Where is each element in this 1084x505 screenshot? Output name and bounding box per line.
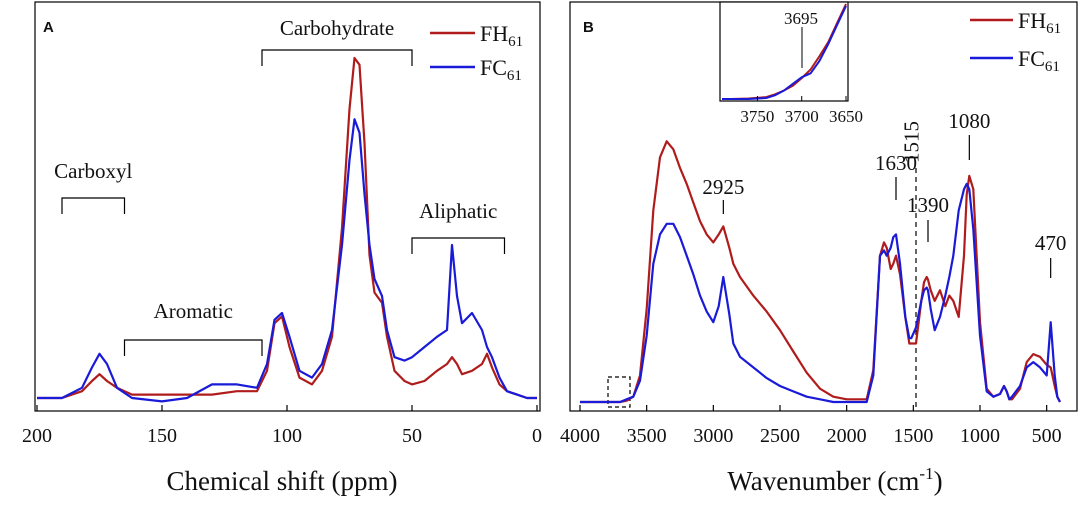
x-tick-label: 3500 xyxy=(627,425,667,447)
x-tick-label: 0 xyxy=(532,425,542,447)
x-tick-label: 200 xyxy=(22,425,52,447)
bracket-aliphatic xyxy=(411,237,506,254)
peak-label-1390: 1390 xyxy=(907,193,949,217)
legend-label-fh61: FH61 xyxy=(480,21,523,50)
peak-label-470: 470 xyxy=(1035,231,1067,255)
inset-x-tick-label: 3650 xyxy=(829,107,863,126)
x-tick-label: 2500 xyxy=(760,425,800,447)
panel-a: A 200 150 100 50 0 Carboxyl Aromatic Carbohydr… xyxy=(22,1,542,496)
series-line-fc61 xyxy=(37,118,537,403)
panel-b-x-ticks: 4000 3500 3000 2500 2000 1500 1000 500 xyxy=(560,405,1062,447)
bracket-aromatic xyxy=(123,339,263,356)
peak-label-1630: 1630 xyxy=(875,151,917,175)
inset-annotation-3695: 3695 xyxy=(784,9,818,28)
panel-a-x-ticks: 200 150 100 50 0 xyxy=(22,405,542,447)
inset-region-dashed-box xyxy=(607,376,631,408)
x-tick-label: 1500 xyxy=(893,425,933,447)
x-tick-label: 500 xyxy=(1032,425,1062,447)
panel-b: B 4000 3500 3000 2500 2000 1500 1000 500 2925 16… xyxy=(560,1,1078,496)
annotation-aliphatic: Aliphatic xyxy=(419,199,497,223)
legend-label-fh61: FH61 xyxy=(1018,8,1061,37)
panel-a-region-annotations: Carboxyl Aromatic Carbohydrate Aliphatic xyxy=(54,16,506,356)
inset-chart: 3750 3700 3650 3695 xyxy=(719,1,863,126)
peak-label-2925: 2925 xyxy=(702,175,744,199)
inset-series-line-fc xyxy=(722,5,847,100)
panel-a-x-axis-title: Chemical shift (ppm) xyxy=(167,466,398,496)
inset-x-tick-label: 3750 xyxy=(740,107,774,126)
panel-b-x-axis-title: Wavenumber (cm-1) xyxy=(727,464,942,496)
inset-x-tick-label: 3700 xyxy=(785,107,819,126)
inset-x-ticks: 3750 3700 3650 xyxy=(740,96,863,126)
x-tick-label: 1000 xyxy=(960,425,1000,447)
panel-a-legend: FH61 FC61 xyxy=(430,21,523,84)
bracket-carbohydrate xyxy=(261,49,413,66)
legend-label-fc61: FC61 xyxy=(1018,46,1060,75)
inset-frame xyxy=(719,1,849,102)
peak-label-1515: 1515 xyxy=(899,121,923,163)
bracket-carboxyl xyxy=(61,197,126,214)
annotation-carboxyl: Carboxyl xyxy=(54,159,132,183)
series-line-fh61 xyxy=(37,56,537,400)
series-line-fc61 xyxy=(580,182,1061,404)
panel-b-series-lines xyxy=(580,140,1061,404)
legend-label-fc61: FC61 xyxy=(480,55,522,84)
annotation-aromatic: Aromatic xyxy=(154,299,233,323)
x-tick-label: 150 xyxy=(147,425,177,447)
x-tick-label: 50 xyxy=(402,425,422,447)
panel-a-letter: A xyxy=(43,19,54,36)
x-tick-label: 2000 xyxy=(827,425,867,447)
panel-a-series-lines xyxy=(37,56,537,403)
x-tick-label: 4000 xyxy=(560,425,600,447)
panel-b-letter: B xyxy=(583,19,594,36)
inset-series-lines xyxy=(722,3,847,100)
peak-label-1080: 1080 xyxy=(948,109,990,133)
annotation-carbohydrate: Carbohydrate xyxy=(280,16,394,40)
panel-b-legend: FH61 FC61 xyxy=(970,8,1061,75)
x-tick-label: 3000 xyxy=(693,425,733,447)
x-tick-label: 100 xyxy=(272,425,302,447)
